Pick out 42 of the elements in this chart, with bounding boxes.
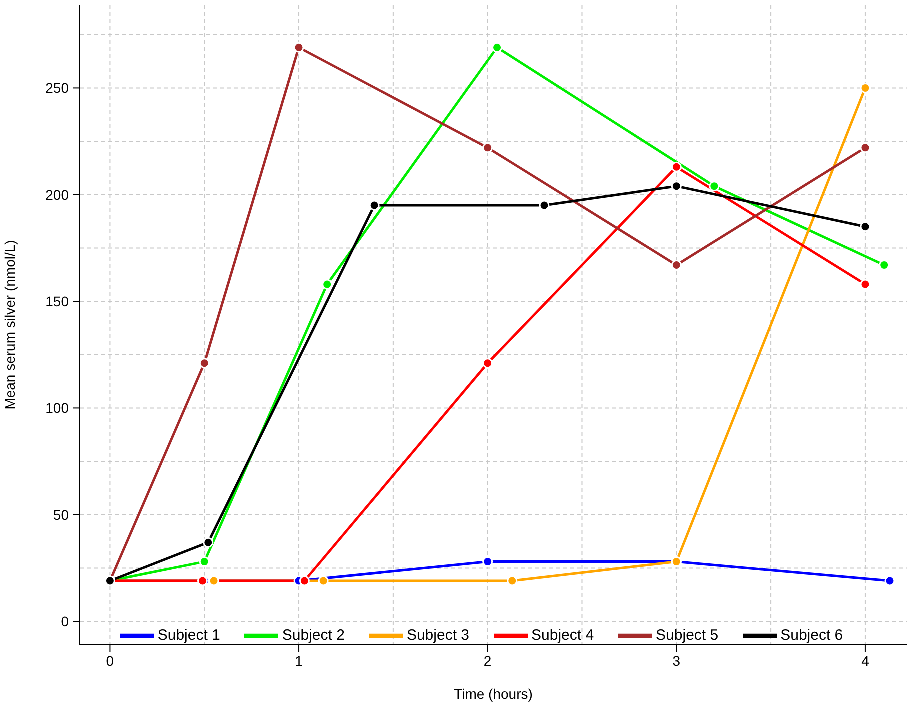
legend-label: Subject 5 (656, 626, 719, 644)
point (199, 556, 210, 568)
legend-label: Subject 6 (780, 626, 844, 644)
point (671, 162, 682, 172)
y-tick-label: 250 (46, 80, 70, 96)
point (482, 358, 494, 369)
point (482, 556, 494, 568)
point (860, 142, 871, 154)
point (884, 576, 896, 586)
point (482, 142, 494, 154)
point (208, 576, 220, 586)
x-tick-label: 4 (862, 652, 870, 669)
y-tick-label: 200 (46, 186, 70, 203)
point (369, 200, 380, 211)
y-tick-label: 50 (53, 506, 70, 523)
point (507, 576, 518, 586)
legend-label: Subject 1 (158, 626, 220, 644)
point (322, 279, 333, 290)
x-axis-title: Time (hours) (454, 686, 533, 702)
point (203, 537, 214, 548)
x-tick-label: 0 (106, 652, 114, 669)
point (709, 181, 720, 192)
legend-label: Subject 4 (532, 626, 594, 644)
y-tick-label: 100 (46, 400, 70, 416)
point (492, 42, 503, 53)
y-tick-label: 150 (46, 294, 70, 310)
point (860, 82, 871, 94)
point (671, 181, 682, 192)
y-axis-title: Mean serum silver (nmol/L) (2, 240, 18, 410)
point (860, 222, 871, 232)
point (294, 42, 304, 53)
x-tick-label: 2 (484, 652, 492, 669)
legend-label: Subject 2 (282, 626, 345, 644)
y-tick-label: 0 (61, 614, 70, 630)
point (199, 358, 210, 369)
point (860, 279, 871, 290)
legend-label: Subject 3 (406, 626, 470, 644)
point (539, 200, 550, 211)
x-tick-label: 1 (295, 652, 304, 669)
point (318, 576, 329, 586)
point (299, 576, 310, 586)
x-tick-label: 3 (672, 652, 681, 669)
